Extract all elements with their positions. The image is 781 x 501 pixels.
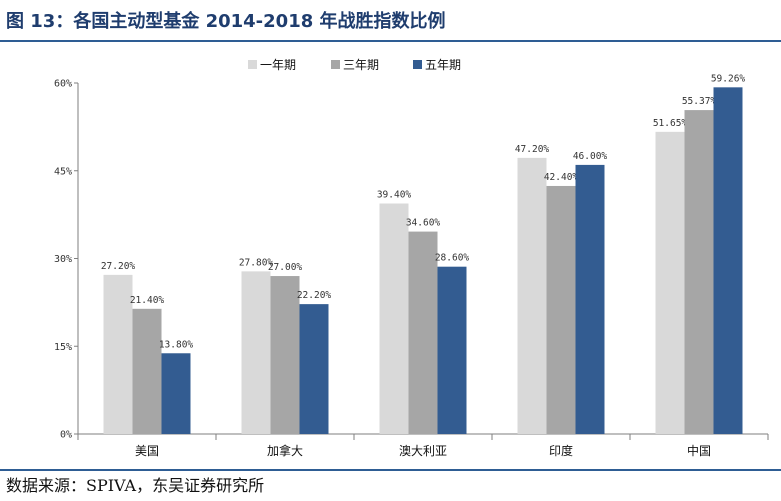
category-label: 美国	[135, 444, 159, 458]
legend-label: 五年期	[425, 58, 461, 72]
bar	[241, 271, 271, 434]
category-label: 印度	[549, 443, 573, 458]
bar	[437, 266, 467, 434]
data-label: 55.37%	[682, 96, 717, 107]
legend-label: 一年期	[260, 58, 296, 72]
category-label: 澳大利亚	[399, 444, 447, 458]
legend-swatch	[248, 60, 257, 69]
bar	[517, 157, 547, 434]
bar	[103, 274, 133, 434]
source-divider	[0, 469, 781, 471]
bar	[684, 110, 714, 434]
legend-label: 三年期	[343, 58, 379, 72]
data-label: 46.00%	[573, 151, 608, 162]
data-label: 59.26%	[711, 73, 746, 84]
category-label: 加拿大	[267, 443, 303, 458]
bar-chart: 0% 15% 30% 45% 60% 27.20% 21.40% 13.80% 美国 27.80%…	[54, 58, 769, 458]
data-label: 42.40%	[544, 172, 579, 183]
data-label: 21.40%	[130, 295, 165, 306]
y-tick-label: 15%	[54, 342, 72, 353]
y-tick-label: 0%	[60, 430, 72, 441]
y-tick-label: 30%	[54, 254, 72, 265]
category-label: 中国	[687, 443, 711, 458]
bar	[655, 131, 685, 434]
bar	[379, 203, 409, 434]
data-label: 47.20%	[515, 144, 550, 155]
data-label: 13.80%	[159, 339, 194, 350]
bar	[299, 304, 329, 434]
bar	[270, 276, 300, 434]
bar	[132, 308, 162, 434]
source-note: 数据来源：SPIVA，东吴证券研究所	[6, 476, 265, 495]
bar	[575, 164, 605, 434]
data-label: 27.00%	[268, 262, 303, 273]
title-divider	[0, 40, 781, 42]
y-tick-label: 60%	[54, 79, 72, 90]
bar	[713, 87, 743, 435]
legend-swatch	[413, 60, 422, 69]
data-label: 28.60%	[435, 253, 470, 264]
data-label: 39.40%	[377, 190, 412, 201]
y-tick-label: 45%	[54, 166, 72, 177]
data-label: 22.20%	[297, 290, 332, 301]
figure-title: 图 13：各国主动型基金 2014-2018 年战胜指数比例	[6, 11, 446, 32]
data-label: 27.20%	[101, 261, 136, 272]
legend-swatch	[331, 60, 340, 69]
bar	[161, 353, 191, 434]
bar	[408, 231, 438, 434]
data-label: 51.65%	[653, 118, 688, 129]
data-label: 27.80%	[239, 257, 274, 268]
bar	[546, 185, 576, 434]
data-label: 34.60%	[406, 218, 441, 229]
